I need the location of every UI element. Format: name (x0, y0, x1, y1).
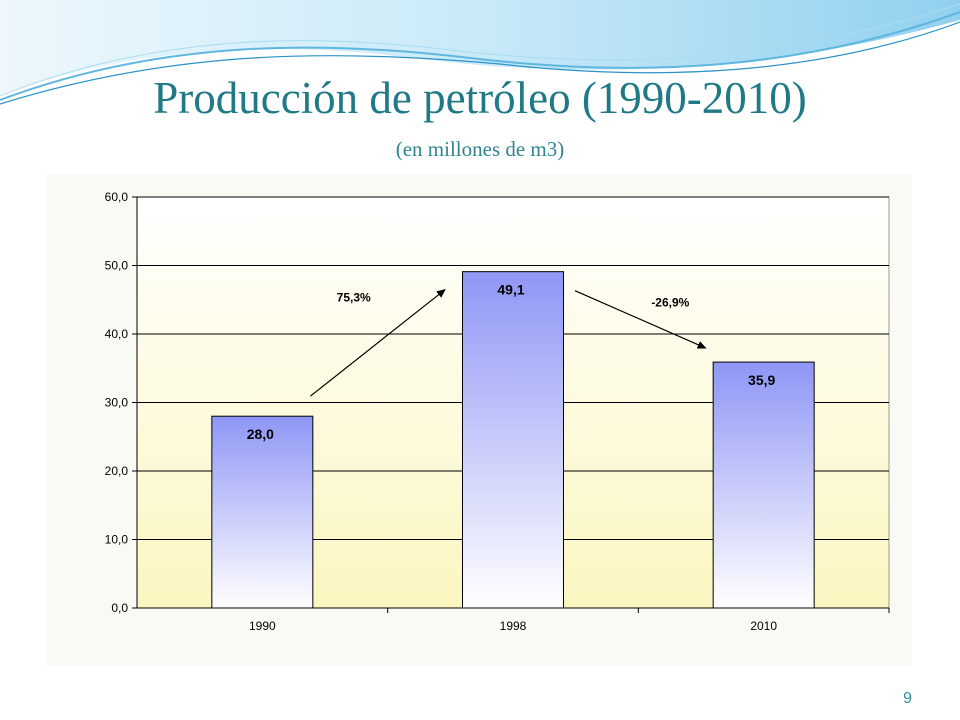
bar-value-label: 35,9 (748, 372, 775, 388)
growth-label: 75,3% (337, 291, 371, 305)
y-tick-label: 20,0 (105, 464, 129, 478)
x-tick-label: 1990 (249, 619, 276, 633)
y-tick-label: 50,0 (105, 259, 129, 273)
page-number: 9 (903, 690, 912, 707)
y-tick-label: 60,0 (105, 190, 129, 204)
x-tick-label: 1998 (500, 619, 527, 633)
annotations: 75,3% -26,9% (309, 289, 707, 397)
bar-value-label: 49,1 (497, 282, 524, 298)
y-tick-label: 0,0 (111, 601, 128, 615)
y-tick-label: 30,0 (105, 396, 129, 410)
bar-value-label: 28,0 (247, 426, 274, 442)
slide-title: Producción de petróleo (1990-2010) (153, 73, 807, 123)
header-wave-decoration (0, 0, 960, 105)
bar-chart: 0,0 10,0 20,0 30,0 40,0 50,0 60,0 28,0 1990 49,1 1… (105, 190, 890, 633)
growth-arrow (309, 289, 446, 397)
slide-subtitle: (en millones de m3) (395, 137, 565, 161)
bars (211, 271, 815, 609)
bar (712, 361, 815, 609)
bar (211, 415, 314, 609)
bar (462, 271, 564, 609)
y-tick-label: 10,0 (105, 533, 129, 547)
growth-label: -26,9% (651, 296, 689, 310)
y-tick-label: 40,0 (105, 327, 129, 341)
axes (132, 196, 890, 613)
x-tick-label: 2010 (750, 619, 777, 633)
growth-arrow (574, 290, 707, 349)
labels: 0,0 10,0 20,0 30,0 40,0 50,0 60,0 28,0 1990 49,1 1… (105, 190, 778, 633)
